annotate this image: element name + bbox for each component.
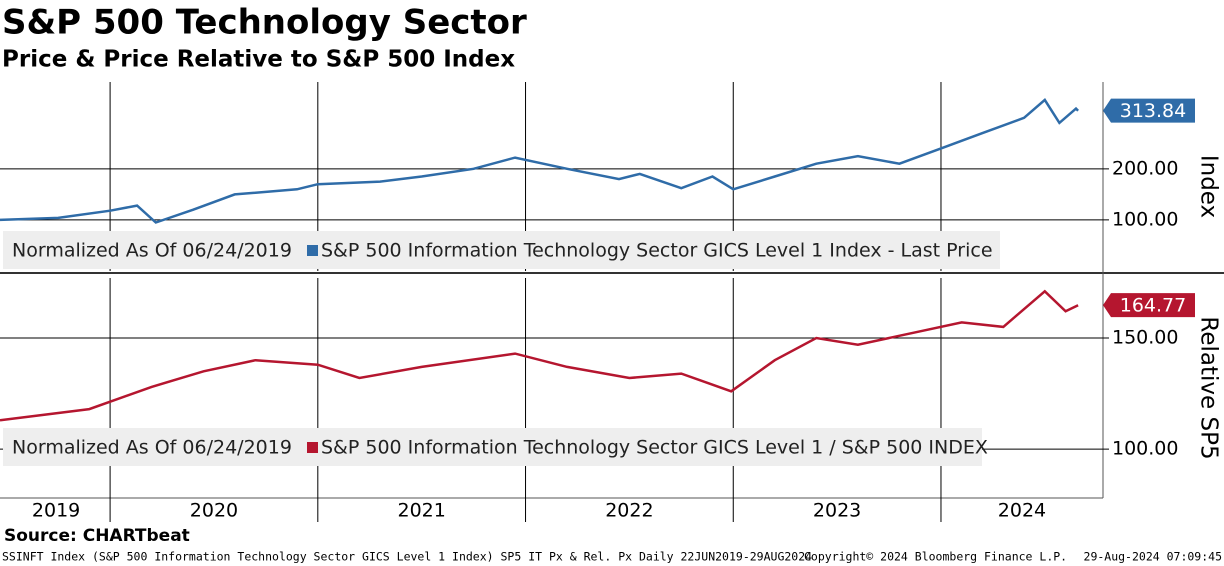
last-value-box — [1103, 293, 1195, 318]
last-value-box — [1103, 98, 1195, 123]
y-tick-label: 200.00 — [1112, 157, 1178, 179]
legend-note: Normalized As Of 06/24/2019 — [12, 240, 292, 262]
legend-box — [3, 428, 982, 466]
legend-box — [3, 231, 1000, 269]
source: Source: CHARTbeat — [4, 526, 190, 546]
y-tick-label: 100.00 — [1112, 208, 1178, 230]
y-tick-label: 150.00 — [1112, 327, 1178, 349]
y-tick-label: 100.00 — [1112, 438, 1178, 460]
footer: SSINFT Index (S&P 500 Information Techno… — [2, 550, 812, 564]
line-series — [0, 98, 1079, 224]
footer: 29-Aug-2024 07:09:45 — [1084, 550, 1222, 564]
chart-title: S&P 500 Technology Sector — [2, 3, 527, 43]
legend-label: S&P 500 Information Technology Sector GI… — [321, 437, 988, 459]
y-axis-title: Index — [1196, 155, 1222, 218]
legend-note: Normalized As Of 06/24/2019 — [12, 437, 292, 459]
x-tick-label: 2024 — [998, 500, 1046, 522]
x-tick-label: 2021 — [397, 500, 445, 522]
line-series — [0, 289, 1079, 422]
chart-subtitle: Price & Price Relative to S&P 500 Index — [2, 47, 515, 73]
x-tick-label: 2020 — [190, 500, 238, 522]
footer: Copyright© 2024 Bloomberg Finance L.P. — [804, 550, 1067, 564]
y-axis-title: Relative SP5 — [1196, 316, 1222, 459]
x-tick-label: 2022 — [605, 500, 653, 522]
legend-swatch — [307, 245, 318, 256]
last-value-label: 313.84 — [1120, 100, 1186, 122]
legend-swatch — [307, 442, 318, 453]
last-value-label: 164.77 — [1120, 295, 1186, 317]
x-tick-label: 2023 — [813, 500, 861, 522]
legend-label: S&P 500 Information Technology Sector GI… — [321, 240, 993, 262]
x-tick-label: 2019 — [32, 500, 80, 522]
